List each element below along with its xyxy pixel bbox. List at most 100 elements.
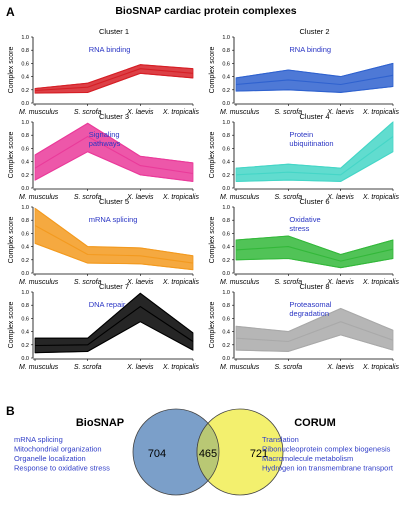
cluster-chart: Cluster 4 0.0 0.2 0.4 0.6 0.8 1.0 Complex score… [209, 112, 399, 201]
y-tick-label: 0.8 [21, 303, 29, 309]
chart-title: Cluster 2 [299, 27, 329, 36]
profile-band [235, 62, 394, 93]
y-tick-label: 1.0 [222, 205, 230, 211]
cluster-annotation: Oxidative stress [289, 215, 320, 233]
y-tick-label: 0.0 [21, 271, 29, 277]
x-tick-label: M. musculus [19, 194, 59, 201]
x-tick-label: M. musculus [220, 194, 260, 201]
x-tick-label: X. laevis [126, 194, 154, 201]
y-tick-label: 0.6 [222, 61, 230, 67]
y-tick-label: 0.6 [21, 146, 29, 152]
chart-title: Cluster 1 [99, 27, 129, 36]
cluster-annotation: RNA binding [89, 45, 131, 54]
cluster-annotation: mRNA splicing [89, 215, 138, 224]
cluster-annotation: Protein ubiquitination [289, 130, 333, 148]
x-tick-label: M. musculus [19, 109, 59, 116]
corum-term: Translation [262, 435, 299, 444]
chart-title: Cluster 6 [299, 197, 329, 206]
y-tick-label: 0.2 [21, 173, 29, 179]
biosnap-term: mRNA splicing [14, 435, 63, 444]
y-tick-label: 1.0 [21, 290, 29, 296]
corum-term: Macromolecule metabolism [262, 454, 353, 463]
y-tick-label: 0.2 [222, 343, 230, 349]
profile-line [34, 135, 194, 175]
x-tick-label: X. laevis [126, 109, 154, 116]
chart-title: Cluster 4 [299, 112, 329, 121]
corum-term: Ribonucleoprotein complex biogenesis [262, 445, 391, 454]
profile-line [235, 257, 394, 269]
y-tick-label: 0.2 [222, 173, 230, 179]
x-tick-label: S. scrofa [275, 364, 303, 371]
y-axis-label: Complex score [8, 302, 15, 349]
x-tick-label: X. laevis [326, 194, 354, 201]
chart-title: Cluster 3 [99, 112, 129, 121]
corum-term: Hydrogen ion transmembrane transport [262, 464, 394, 473]
profile-line [235, 246, 394, 262]
profile-line [34, 321, 194, 354]
x-tick-label: M. musculus [19, 279, 59, 286]
x-tick-label: X. tropicalis [362, 109, 400, 116]
y-tick-label: 0.2 [222, 88, 230, 94]
y-tick-label: 0.8 [21, 133, 29, 139]
x-tick-label: S. scrofa [275, 194, 303, 201]
x-tick-label: S. scrofa [275, 109, 303, 116]
x-tick-label: X. tropicalis [162, 109, 200, 116]
x-tick-label: M. musculus [19, 364, 59, 371]
y-tick-label: 1.0 [222, 120, 230, 126]
profile-line [34, 68, 194, 92]
y-tick-label: 0.4 [21, 160, 29, 166]
profile-line [34, 305, 194, 347]
cluster-chart: Cluster 6 0.0 0.2 0.4 0.6 0.8 1.0 Complex score… [209, 197, 399, 286]
x-tick-label: S. scrofa [74, 279, 102, 286]
profile-line [235, 74, 394, 86]
y-tick-label: 0.4 [222, 245, 230, 251]
y-tick-label: 0.6 [21, 61, 29, 67]
x-tick-label: X. tropicalis [362, 279, 400, 286]
biosnap-term: Mitochondrial organization [14, 445, 102, 454]
cluster-annotation: Proteasomal degradation [289, 300, 331, 318]
venn-left-count: 704 [148, 448, 166, 460]
cluster-charts: Cluster 1 0.0 0.2 0.4 0.6 0.8 1.0 Complex score… [8, 27, 399, 371]
y-tick-label: 0.6 [21, 316, 29, 322]
y-tick-label: 0.4 [222, 160, 230, 166]
y-axis-label: Complex score [8, 217, 15, 264]
y-tick-label: 0.0 [21, 186, 29, 192]
y-axis-label: Complex score [209, 47, 216, 94]
x-tick-label: X. laevis [326, 279, 354, 286]
profile-band [235, 121, 394, 182]
x-tick-label: S. scrofa [74, 194, 102, 201]
x-tick-label: X. tropicalis [162, 364, 200, 371]
profile-line [35, 292, 194, 339]
venn-right-count: 721 [250, 448, 268, 460]
y-tick-label: 0.2 [222, 258, 230, 264]
cluster-chart: Cluster 7 0.0 0.2 0.4 0.6 0.8 1.0 Complex score… [8, 282, 199, 371]
x-tick-label: X. tropicalis [162, 194, 200, 201]
profile-line [34, 72, 194, 94]
chart-title: Cluster 5 [99, 197, 129, 206]
y-axis-label: Complex score [8, 47, 15, 94]
x-tick-label: X. tropicalis [162, 279, 200, 286]
y-tick-label: 1.0 [21, 35, 29, 41]
x-tick-label: M. musculus [220, 109, 260, 116]
y-tick-label: 0.2 [21, 258, 29, 264]
y-tick-label: 1.0 [222, 35, 230, 41]
cluster-annotation: RNA binding [289, 45, 331, 54]
y-tick-label: 0.2 [21, 343, 29, 349]
x-tick-label: X. laevis [126, 279, 154, 286]
panel-b-letter: B [6, 404, 15, 418]
profile-line [235, 121, 394, 169]
profile-line [235, 62, 394, 79]
cluster-chart: Cluster 2 0.0 0.2 0.4 0.6 0.8 1.0 Complex score… [209, 27, 399, 116]
y-tick-label: 0.8 [222, 133, 230, 139]
x-tick-label: X. laevis [126, 364, 154, 371]
y-tick-label: 0.0 [222, 186, 230, 192]
x-tick-label: X. tropicalis [362, 364, 400, 371]
y-axis-label: Complex score [209, 132, 216, 179]
profile-line [34, 64, 194, 90]
y-tick-label: 0.4 [222, 330, 230, 336]
x-tick-label: X. laevis [326, 364, 354, 371]
y-tick-label: 0.6 [222, 231, 230, 237]
y-tick-label: 0.0 [222, 271, 230, 277]
cluster-annotation: DNA repair [89, 300, 126, 309]
